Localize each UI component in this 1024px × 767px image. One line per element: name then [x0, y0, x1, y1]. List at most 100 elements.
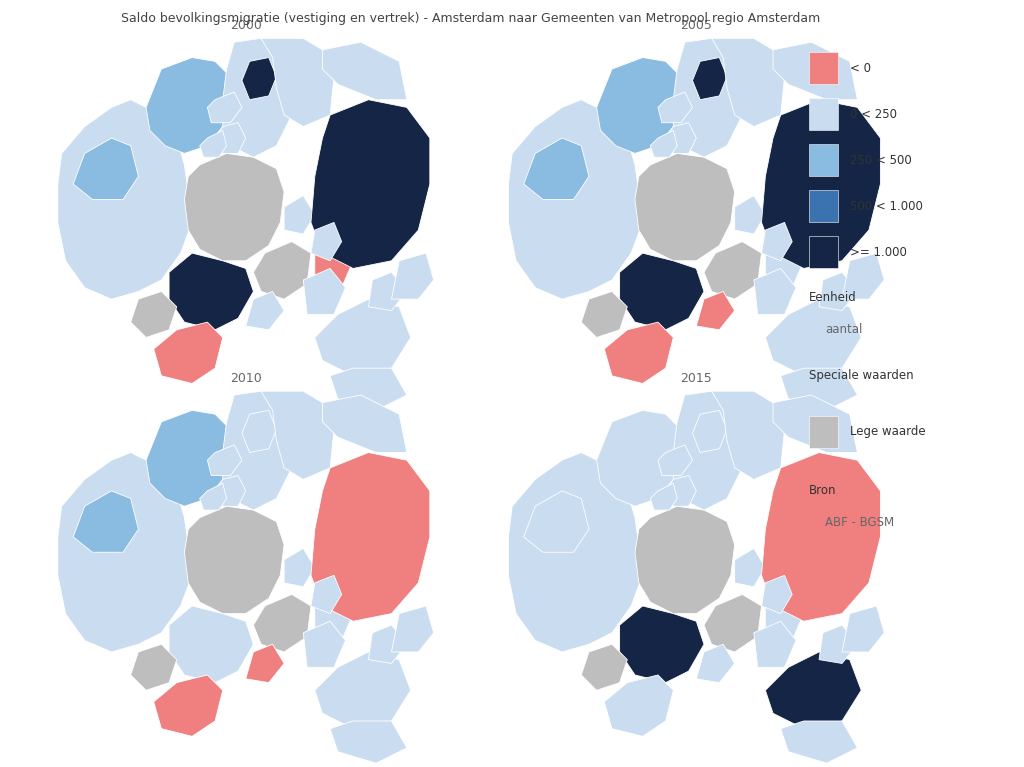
Polygon shape: [311, 100, 430, 268]
Text: 0 < 250: 0 < 250: [850, 108, 897, 120]
Polygon shape: [369, 625, 407, 663]
Polygon shape: [666, 123, 696, 153]
Polygon shape: [284, 50, 330, 107]
Polygon shape: [215, 476, 246, 506]
Polygon shape: [780, 721, 857, 763]
Polygon shape: [184, 153, 284, 261]
Polygon shape: [330, 368, 407, 410]
Polygon shape: [369, 272, 407, 311]
Polygon shape: [703, 242, 762, 299]
Polygon shape: [73, 138, 138, 199]
Polygon shape: [712, 391, 784, 479]
Text: 2005: 2005: [680, 19, 713, 32]
Polygon shape: [650, 483, 677, 510]
Polygon shape: [842, 606, 885, 652]
Text: < 0: < 0: [850, 62, 871, 74]
Polygon shape: [311, 575, 342, 614]
Polygon shape: [169, 606, 253, 683]
Polygon shape: [666, 476, 696, 506]
Polygon shape: [582, 291, 628, 337]
Polygon shape: [620, 606, 703, 683]
FancyBboxPatch shape: [809, 52, 838, 84]
Polygon shape: [765, 299, 861, 376]
Polygon shape: [208, 92, 242, 123]
Polygon shape: [734, 548, 765, 587]
Polygon shape: [762, 453, 881, 621]
Text: 2015: 2015: [680, 372, 713, 385]
Polygon shape: [208, 445, 242, 476]
Polygon shape: [692, 410, 727, 453]
Polygon shape: [330, 721, 407, 763]
Text: Saldo bevolkingsmigratie (vestiging en vertrek) - Amsterdam naar Gemeenten van M: Saldo bevolkingsmigratie (vestiging en v…: [122, 12, 820, 25]
Polygon shape: [734, 196, 765, 234]
Polygon shape: [734, 50, 780, 107]
Polygon shape: [604, 675, 674, 736]
Polygon shape: [154, 322, 223, 384]
Polygon shape: [57, 100, 193, 299]
FancyBboxPatch shape: [809, 144, 838, 176]
FancyBboxPatch shape: [809, 190, 838, 222]
Polygon shape: [391, 606, 434, 652]
Polygon shape: [311, 222, 342, 261]
Polygon shape: [223, 38, 296, 157]
Polygon shape: [754, 621, 796, 667]
Polygon shape: [131, 291, 177, 337]
Polygon shape: [712, 38, 784, 127]
Polygon shape: [253, 594, 311, 652]
Polygon shape: [658, 445, 692, 476]
Polygon shape: [692, 58, 727, 100]
Text: 250 < 500: 250 < 500: [850, 154, 911, 166]
Polygon shape: [314, 299, 411, 376]
Polygon shape: [762, 575, 793, 614]
Polygon shape: [57, 453, 193, 652]
Polygon shape: [261, 38, 334, 127]
FancyBboxPatch shape: [809, 98, 838, 130]
Polygon shape: [200, 130, 226, 157]
Polygon shape: [303, 621, 345, 667]
Polygon shape: [762, 222, 793, 261]
Polygon shape: [146, 58, 234, 153]
Polygon shape: [674, 38, 746, 157]
Polygon shape: [508, 100, 643, 299]
Polygon shape: [773, 395, 857, 453]
Text: Eenheid: Eenheid: [809, 291, 857, 304]
Polygon shape: [323, 395, 407, 453]
Polygon shape: [765, 242, 804, 288]
Polygon shape: [311, 453, 430, 621]
Polygon shape: [184, 506, 284, 614]
Polygon shape: [303, 268, 345, 314]
Polygon shape: [819, 625, 857, 663]
Polygon shape: [765, 652, 861, 729]
Text: Bron: Bron: [809, 484, 837, 497]
Polygon shape: [754, 268, 796, 314]
FancyBboxPatch shape: [809, 236, 838, 268]
Polygon shape: [200, 483, 226, 510]
Polygon shape: [773, 42, 857, 100]
Polygon shape: [154, 675, 223, 736]
Polygon shape: [253, 242, 311, 299]
Polygon shape: [597, 58, 685, 153]
Text: aantal: aantal: [825, 323, 862, 336]
Text: 2010: 2010: [229, 372, 262, 385]
Polygon shape: [635, 153, 734, 261]
Text: 500 < 1.000: 500 < 1.000: [850, 200, 923, 212]
Polygon shape: [635, 506, 734, 614]
Polygon shape: [261, 391, 334, 479]
Polygon shape: [242, 410, 276, 453]
Polygon shape: [658, 92, 692, 123]
Polygon shape: [674, 391, 746, 510]
Polygon shape: [734, 403, 780, 460]
Polygon shape: [146, 410, 234, 506]
Polygon shape: [131, 644, 177, 690]
Text: >= 1.000: >= 1.000: [850, 246, 907, 258]
Polygon shape: [246, 291, 284, 330]
Polygon shape: [284, 403, 330, 460]
Text: 2000: 2000: [229, 19, 262, 32]
Polygon shape: [284, 548, 314, 587]
Polygon shape: [819, 272, 857, 311]
FancyBboxPatch shape: [809, 416, 838, 448]
Polygon shape: [765, 594, 804, 640]
Polygon shape: [73, 491, 138, 552]
Polygon shape: [582, 644, 628, 690]
Polygon shape: [597, 410, 685, 506]
